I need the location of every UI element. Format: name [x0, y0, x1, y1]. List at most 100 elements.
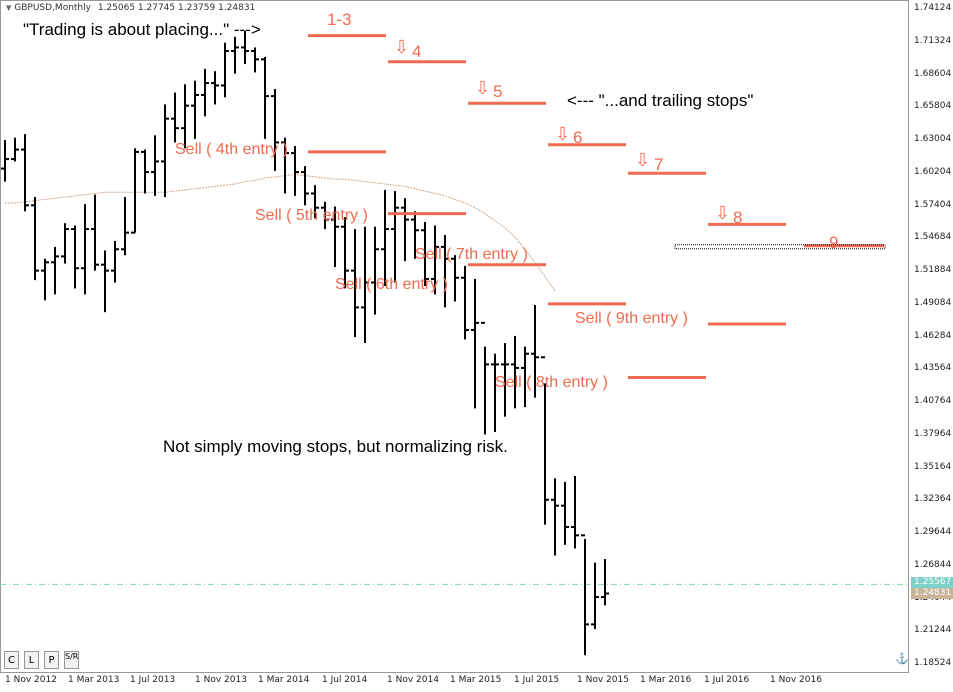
scroll-anchor-icon[interactable]: ⚓: [895, 653, 909, 665]
price-bar: [371, 226, 379, 315]
chart-symbol: GBPUSD,Monthly: [14, 3, 91, 13]
entry-label-8th: Sell ( 8th entry ): [495, 374, 608, 391]
date-tick-label: 1 Mar 2016: [640, 675, 692, 685]
price-bar: [61, 223, 69, 264]
price-tick-label: 1.74124: [914, 3, 952, 13]
price-tick-label: 1.65804: [914, 101, 952, 112]
price-bar: [581, 534, 589, 656]
price-tick-label: 1.43564: [914, 363, 952, 374]
price-tick-label: 1.57404: [914, 199, 952, 210]
moving-average-line: [5, 173, 556, 292]
date-tick-label: 1 Jul 2016: [704, 675, 750, 685]
price-bar: [491, 353, 499, 433]
stop-label-5: 5: [493, 82, 503, 101]
annotation-levels: [308, 34, 886, 379]
price-bar: [361, 226, 369, 344]
price-bar: [351, 229, 359, 338]
price-bar: [141, 149, 149, 194]
price-bar: [541, 356, 549, 525]
price-bar: [571, 475, 579, 549]
selected-level-outline: [674, 244, 886, 250]
price-tick-label: 1.26844: [914, 559, 952, 570]
price-tick-label: 1.18524: [914, 658, 952, 668]
collapse-triangle-icon: ▼: [6, 4, 12, 12]
level-price-box: 1.25567: [911, 577, 953, 588]
price-bar: [161, 104, 169, 198]
price-bar: [381, 189, 389, 287]
price-bar: [261, 56, 269, 139]
price-bar: [421, 221, 429, 287]
price-bar: [151, 135, 159, 196]
price-bar: [171, 92, 179, 143]
price-bar: [41, 258, 49, 301]
price-bar: [311, 185, 319, 219]
stop-label-8: 8: [733, 208, 743, 227]
price-bar: [441, 235, 449, 308]
note-normalizing: Not simply moving stops, but normalizing…: [163, 437, 508, 456]
date-tick-label: 1 Mar 2015: [450, 675, 502, 685]
note-placing: "Trading is about placing..." --->: [23, 20, 261, 39]
date-tick-label: 1 Nov 2015: [577, 675, 629, 685]
price-bar: [471, 278, 479, 409]
price-bar: [451, 255, 459, 302]
price-bar: [71, 225, 79, 289]
price-bar: [521, 346, 529, 408]
price-bar: [1, 140, 9, 182]
entry-label-9th: Sell ( 9th entry ): [575, 310, 688, 327]
date-tick-label: 1 Mar 2014: [258, 675, 310, 685]
date-tick-label: 1 Mar 2013: [68, 675, 120, 685]
chart-header: ▼ GBPUSD,Monthly 1.25065 1.27745 1.23759…: [6, 3, 255, 13]
entry-label-7th: Sell ( 7th entry ): [415, 246, 528, 263]
current-price-box: 1.24831: [911, 588, 953, 599]
price-bar: [31, 197, 39, 281]
price-bar: [601, 559, 609, 606]
date-tick-label: 1 Nov 2014: [387, 675, 439, 685]
price-bar: [221, 42, 229, 98]
price-bar: [201, 68, 209, 117]
price-bar: [21, 134, 29, 212]
price-bar: [401, 198, 409, 262]
price-bar: [591, 562, 599, 630]
price-bar: [241, 30, 249, 65]
entry-label-4th: Sell ( 4th entry ): [175, 141, 288, 158]
price-tick-label: 1.60204: [914, 166, 952, 177]
price-tick-label: 1.71324: [914, 35, 952, 46]
button-c[interactable]: C: [4, 651, 19, 669]
date-tick-label: 1 Nov 2012: [5, 675, 57, 685]
price-tick-label: 1.32364: [914, 494, 952, 505]
plot-border: [0, 0, 909, 673]
price-tick-label: 1.49084: [914, 297, 952, 308]
note-trailing: <--- "...and trailing stops": [567, 91, 754, 110]
stop-label-6: 6: [573, 128, 583, 147]
date-tick-label: 1 Jul 2013: [130, 675, 176, 685]
button-p[interactable]: P: [44, 651, 59, 669]
price-bar: [271, 89, 279, 171]
date-tick-label: 1 Jul 2014: [322, 675, 368, 685]
price-tick-label: 1.35164: [914, 461, 952, 472]
price-bar: [91, 194, 99, 271]
price-tick-label: 1.40764: [914, 396, 952, 406]
price-bar: [431, 225, 439, 295]
price-bar: [291, 145, 299, 196]
price-bar: [281, 137, 289, 194]
price-bar: [551, 478, 559, 556]
button-l[interactable]: L: [24, 651, 39, 669]
price-bar: [391, 191, 399, 283]
entry-label-6th: Sell ( 6th entry ): [335, 276, 448, 293]
price-tick-label: 1.37964: [914, 428, 952, 439]
price-bar: [191, 80, 199, 139]
price-tick-label: 1.54684: [914, 232, 952, 243]
price-bar: [561, 481, 569, 545]
button-sr[interactable]: S/R: [64, 651, 79, 669]
price-bar: [51, 246, 59, 295]
price-tick-label: 1.21244: [914, 625, 952, 636]
stop-label-7: 7: [654, 155, 664, 174]
price-bar: [511, 335, 519, 409]
price-bar: [231, 36, 239, 74]
moving-average-line: [5, 173, 556, 292]
price-tick-label: 1.68604: [914, 68, 952, 79]
down-arrow-icon: ⇩: [555, 124, 571, 144]
price-bar: [301, 166, 309, 206]
price-bar: [461, 265, 469, 340]
